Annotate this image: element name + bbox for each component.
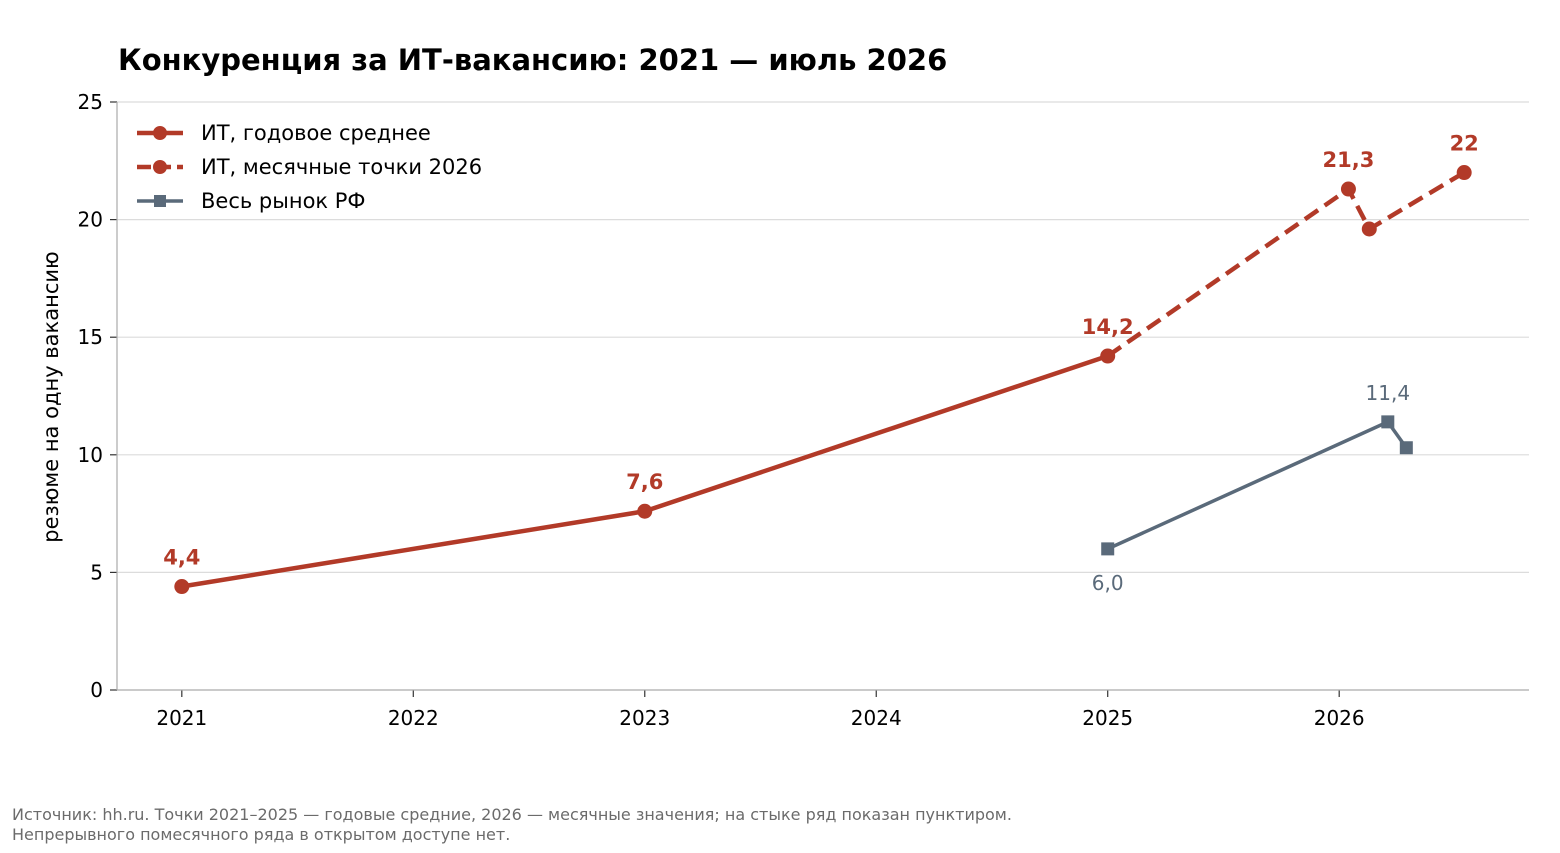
- data-point: [174, 579, 190, 595]
- legend-label: ИТ, месячные точки 2026: [201, 155, 482, 179]
- data-label: 7,6: [626, 470, 663, 494]
- data-point: [1101, 542, 1115, 556]
- data-label: 11,4: [1366, 381, 1411, 405]
- y-tick-label: 15: [78, 325, 103, 349]
- source-line-2: Непрерывного помесячного ряда в открытом…: [12, 825, 511, 844]
- data-point: [1361, 221, 1377, 237]
- chart-title: Конкуренция за ИТ-вакансию: 2021 — июль …: [118, 43, 947, 77]
- series-1: [174, 348, 1116, 595]
- data-label: 21,3: [1323, 148, 1375, 172]
- grid: [117, 101, 1529, 574]
- y-axis-label: резюме на одну вакансию: [39, 251, 63, 542]
- annotations: 4,4 7,6 14,2 21,3 22 6,0 11,4: [163, 132, 1479, 595]
- legend-label: ИТ, годовое среднее: [201, 121, 431, 145]
- series-line: [1106, 170, 1466, 358]
- legend-item: ИТ, месячные точки 2026: [137, 155, 482, 179]
- data-label: 4,4: [163, 546, 200, 570]
- legend: ИТ, годовое среднее ИТ, месячные точки 20…: [137, 121, 482, 213]
- series-2: [1106, 165, 1472, 358]
- data-point: [1399, 441, 1413, 455]
- source-note: Источник: hh.ru. Точки 2021–2025 — годов…: [12, 805, 1012, 845]
- legend-swatch-marker: [153, 126, 167, 140]
- series-line: [1106, 420, 1408, 551]
- y-tick-label: 5: [90, 560, 103, 584]
- data-point: [637, 503, 653, 519]
- x-tick-label: 2024: [851, 706, 902, 730]
- series-3: [1101, 415, 1413, 556]
- series-layer: [174, 165, 1472, 595]
- data-point: [1340, 181, 1356, 197]
- legend-swatch-marker: [154, 195, 166, 207]
- x-tick-label: 2023: [619, 706, 670, 730]
- legend-swatch-marker: [153, 160, 167, 174]
- legend-item: Весь рынок РФ: [137, 189, 366, 213]
- x-tick-label: 2021: [156, 706, 207, 730]
- x-tick-label: 2022: [388, 706, 439, 730]
- data-label: 14,2: [1082, 315, 1134, 339]
- y-tick-label: 10: [78, 443, 103, 467]
- y-tick-label: 20: [78, 208, 103, 232]
- legend-item: ИТ, годовое среднее: [137, 121, 431, 145]
- data-point: [1456, 165, 1472, 181]
- data-point: [1381, 415, 1395, 429]
- source-line-1: Источник: hh.ru. Точки 2021–2025 — годов…: [12, 805, 1012, 824]
- x-tick-label: 2026: [1314, 706, 1365, 730]
- y-tick-label: 25: [78, 90, 103, 114]
- y-tick-label: 0: [90, 678, 103, 702]
- data-label: 22: [1450, 132, 1479, 156]
- x-tick-label: 2025: [1082, 706, 1133, 730]
- data-label: 6,0: [1092, 571, 1124, 595]
- chart: Конкуренция за ИТ-вакансию: 2021 — июль …: [39, 43, 1529, 730]
- legend-label: Весь рынок РФ: [201, 189, 366, 213]
